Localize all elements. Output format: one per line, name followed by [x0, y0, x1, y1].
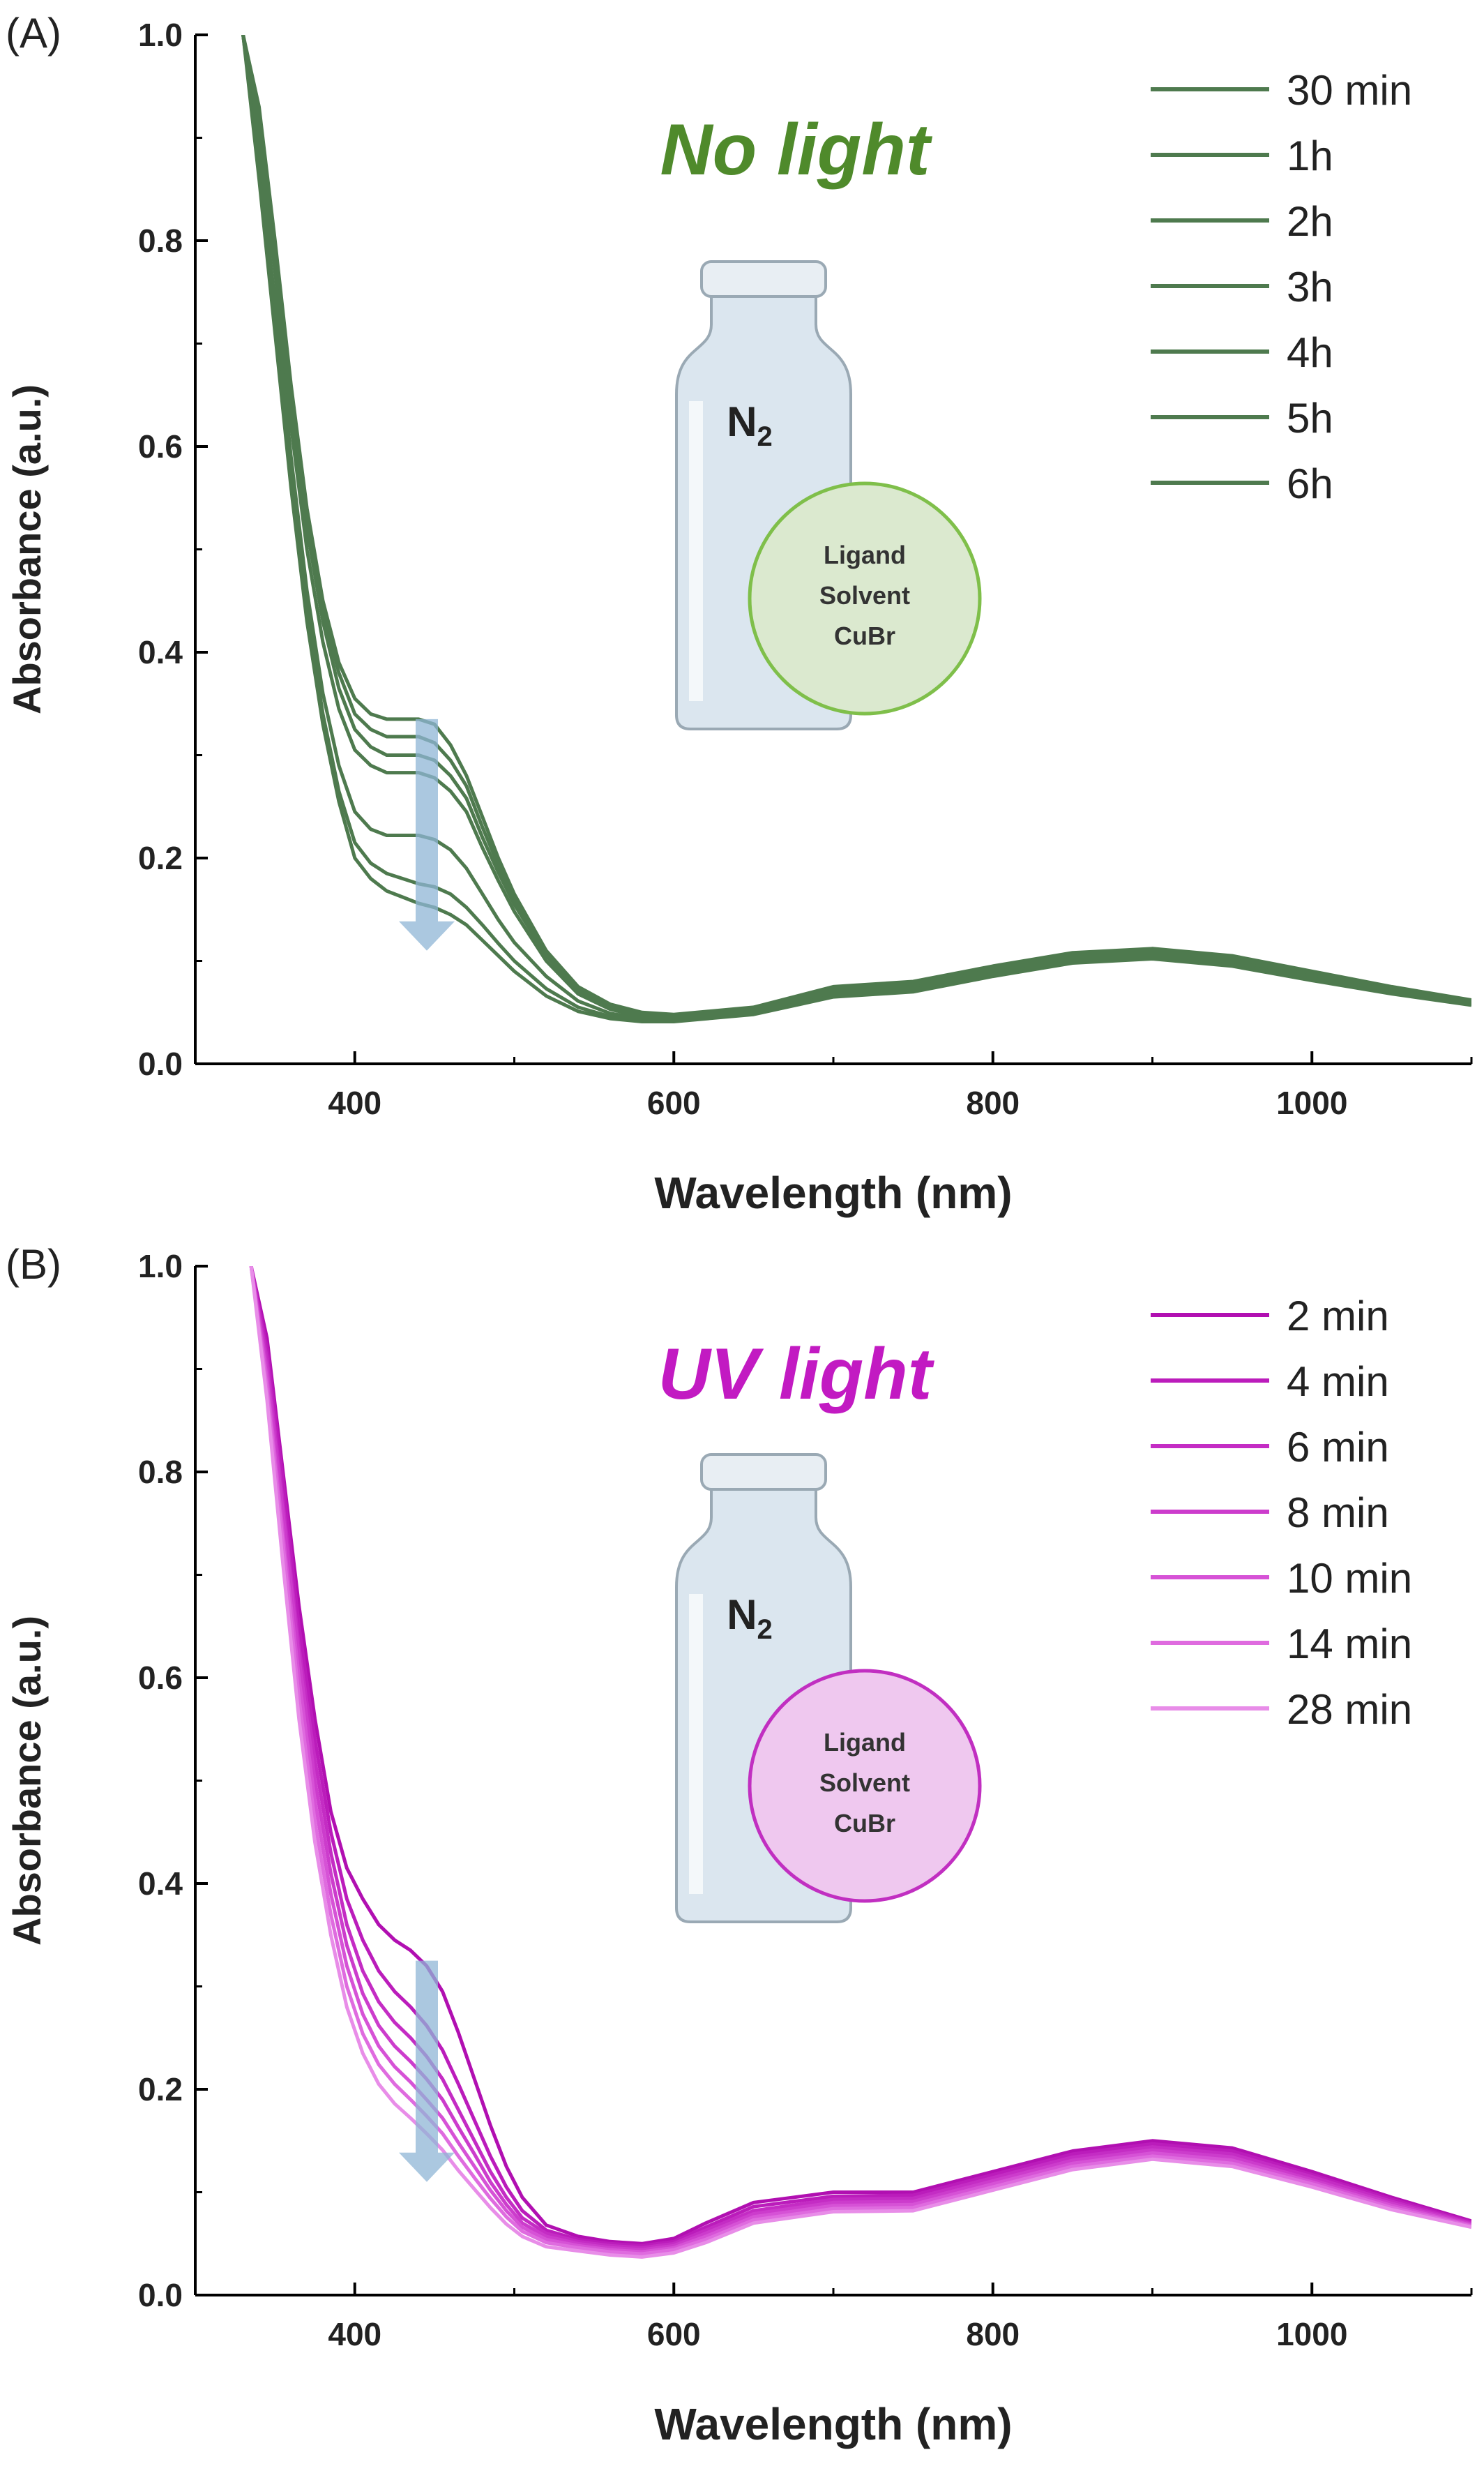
legend-label: 10 min — [1287, 1555, 1412, 1602]
contents-label: CuBr — [834, 1809, 895, 1837]
series-line-28-min — [249, 1266, 1471, 2259]
gas-symbol: N — [727, 398, 757, 445]
y-tick-label: 0.6 — [138, 1660, 183, 1696]
y-tick-label: 1.0 — [138, 1248, 183, 1284]
chart-title: No light — [660, 110, 932, 190]
arrow-shaft — [416, 719, 438, 923]
y-tick-label: 0.4 — [138, 1865, 183, 1902]
legend: 2 min 4 min 6 min 8 min 10 min 14 min 28 min — [1151, 1293, 1412, 1733]
arrow-head — [399, 921, 455, 951]
x-axis-label: Wavelength (nm) — [654, 2399, 1012, 2449]
x-tick-label: 400 — [328, 2316, 381, 2352]
panel-label: (B) — [6, 1241, 61, 1288]
series-line-6-min — [249, 1266, 1471, 2250]
series-line-30-min — [241, 35, 1471, 1016]
x-tick-label: 600 — [647, 1085, 701, 1121]
y-tick-label: 0.2 — [138, 2071, 183, 2107]
y-tick-label: 0.0 — [138, 1046, 183, 1082]
series-line-14-min — [249, 1266, 1471, 2256]
y-tick-label: 1.0 — [138, 17, 183, 53]
contents-circle — [748, 1669, 982, 1903]
bottle-illustration: N2 Ligand Solvent CuBr — [675, 260, 982, 730]
legend-label: 30 min — [1287, 67, 1412, 114]
bottle-highlight — [689, 401, 703, 701]
series-line-3h — [241, 35, 1471, 1020]
y-tick-label: 0.8 — [138, 1454, 183, 1490]
legend-label: 3h — [1287, 264, 1333, 310]
legend-label: 1h — [1287, 133, 1333, 179]
series-line-2-min — [249, 1266, 1471, 2246]
x-tick-label: 400 — [328, 1085, 381, 1121]
series-group — [241, 35, 1471, 1023]
bottle-cap — [700, 1453, 827, 1491]
gas-label: N2 — [727, 398, 773, 452]
series-line-10-min — [249, 1266, 1471, 2254]
bottle-highlight — [689, 1594, 703, 1894]
arrow-head — [399, 2152, 455, 2182]
gas-label: N2 — [727, 1591, 773, 1645]
y-tick-label: 0.4 — [138, 634, 183, 670]
y-tick-label: 0.2 — [138, 840, 183, 876]
gas-subscript: 2 — [757, 421, 773, 452]
gas-subscript: 2 — [757, 1614, 773, 1645]
arrow-shaft — [416, 1960, 438, 2154]
x-tick-label: 1000 — [1276, 1085, 1347, 1121]
contents-label: Solvent — [819, 1768, 910, 1797]
x-tick-label: 800 — [966, 1085, 1020, 1121]
y-tick-label: 0.8 — [138, 223, 183, 259]
legend-label: 2 min — [1287, 1293, 1389, 1339]
legend: 30 min 1h 2h 3h 4h 5h 6h — [1151, 67, 1412, 507]
chart-panel-a: (A) 0.0 0.2 0.4 0.6 0.8 1.0 400 600 800 1000 Wavele… — [5, 10, 1473, 1218]
panel-label: (A) — [6, 10, 61, 57]
series-line-8-min — [249, 1266, 1471, 2252]
bottle-illustration: N2 Ligand Solvent CuBr — [675, 1453, 982, 1923]
x-axis-label: Wavelength (nm) — [654, 1168, 1012, 1218]
trend-arrow — [399, 1960, 455, 2182]
contents-label: Ligand — [824, 541, 906, 569]
y-tick-label: 0.0 — [138, 2277, 183, 2313]
chart-title: UV light — [658, 1334, 935, 1415]
y-axis-label: Absorbance (a.u.) — [5, 1616, 49, 1946]
bottle-cap — [700, 260, 827, 298]
legend-label: 8 min — [1287, 1489, 1389, 1536]
legend-label: 6 min — [1287, 1424, 1389, 1471]
contents-circle — [748, 481, 982, 716]
legend-label: 2h — [1287, 198, 1333, 245]
legend-label: 4h — [1287, 329, 1333, 376]
x-tick-label: 600 — [647, 2316, 701, 2352]
legend-label: 4 min — [1287, 1358, 1389, 1405]
contents-label: Solvent — [819, 581, 910, 610]
y-tick-label: 0.6 — [138, 428, 183, 465]
gas-symbol: N — [727, 1591, 757, 1638]
legend-label: 6h — [1287, 460, 1333, 507]
series-line-4-min — [249, 1266, 1471, 2248]
chart-panel-b: (B) 0.0 0.2 0.4 0.6 0.8 1.0 400 600 800 1000 Wavele… — [5, 1241, 1473, 2449]
series-line-2h — [241, 35, 1471, 1018]
y-axis-label: Absorbance (a.u.) — [5, 384, 49, 714]
legend-label: 28 min — [1287, 1686, 1412, 1733]
contents-label: CuBr — [834, 622, 895, 650]
x-tick-label: 1000 — [1276, 2316, 1347, 2352]
legend-label: 14 min — [1287, 1621, 1412, 1667]
x-tick-label: 800 — [966, 2316, 1020, 2352]
legend-label: 5h — [1287, 395, 1333, 442]
series-line-1h — [241, 35, 1471, 1018]
series-group — [249, 1266, 1471, 2259]
series-line-6h — [241, 35, 1471, 1023]
contents-label: Ligand — [824, 1728, 906, 1757]
trend-arrow — [399, 719, 455, 951]
